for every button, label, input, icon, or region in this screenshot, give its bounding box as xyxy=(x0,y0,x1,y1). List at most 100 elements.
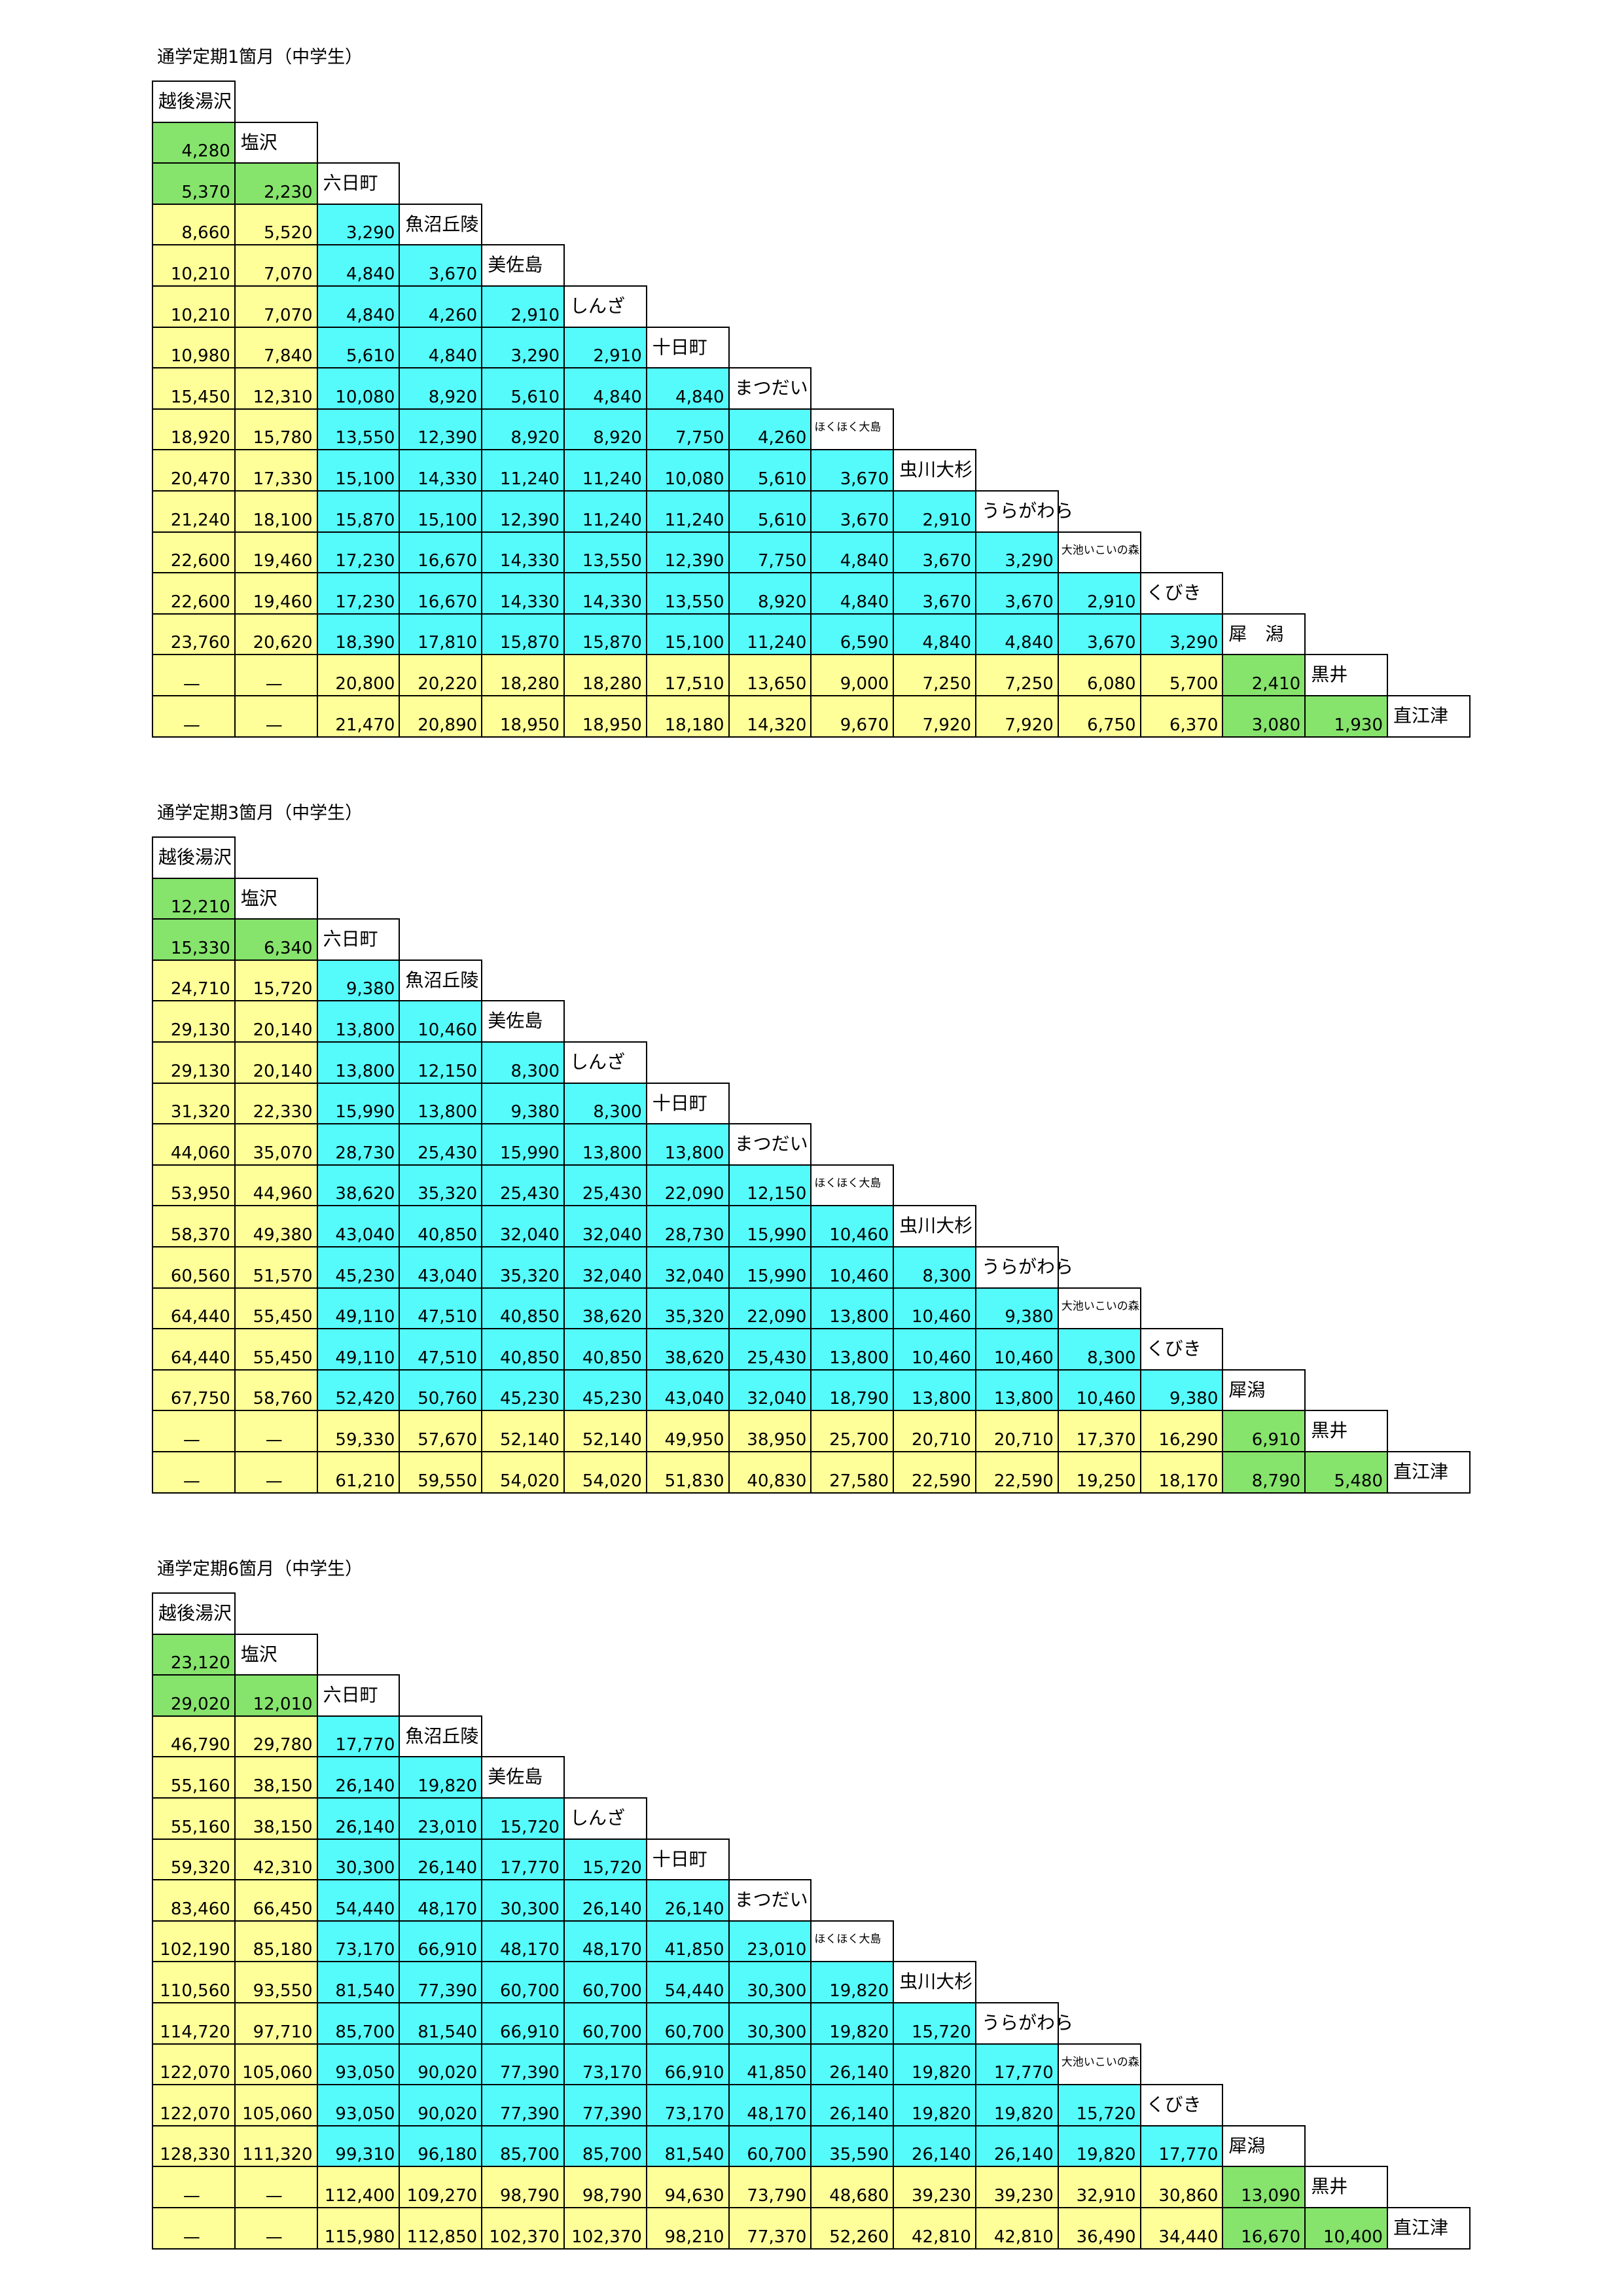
fare-cell: 30,300 xyxy=(316,1838,401,1881)
station-label: しんざ xyxy=(563,1797,647,1840)
fare-cell: 7,750 xyxy=(645,408,730,451)
fare-cell: 35,070 xyxy=(234,1123,318,1166)
fare-cell: 81,540 xyxy=(399,2002,483,2045)
station-label: 直江津 xyxy=(1387,2207,1471,2250)
fare-cell: 15,870 xyxy=(563,613,647,656)
fare-cell: 13,800 xyxy=(893,1369,976,1412)
fare-cell: 6,910 xyxy=(1222,1410,1306,1452)
fare-cell: 73,170 xyxy=(316,1920,401,1963)
fare-cell: 59,550 xyxy=(399,1451,483,1494)
station-label: 犀潟 xyxy=(1222,1369,1306,1412)
fare-cell: 15,100 xyxy=(645,613,730,656)
fare-cell: 23,010 xyxy=(399,1797,483,1840)
fare-cell: 51,570 xyxy=(234,1246,318,1289)
fare-cell: 17,770 xyxy=(481,1838,565,1881)
fare-cell: 10,460 xyxy=(975,1328,1059,1371)
fare-cell: 15,720 xyxy=(893,2002,976,2045)
fare-cell: 60,560 xyxy=(152,1246,236,1289)
fare-cell: 38,620 xyxy=(316,1164,401,1207)
fare-cell: 46,790 xyxy=(152,1715,236,1758)
fare-cell: 2,410 xyxy=(1222,654,1306,696)
fare-cell: 36,490 xyxy=(1057,2207,1141,2250)
fare-cell: 13,090 xyxy=(1222,2166,1306,2208)
station-label: 十日町 xyxy=(645,1082,730,1125)
fare-cell: 15,330 xyxy=(152,918,236,961)
fare-cell: 15,780 xyxy=(234,408,318,451)
station-label: 越後湯沢 xyxy=(152,1592,236,1635)
fare-cell: 12,150 xyxy=(728,1164,812,1207)
fare-cell: 7,920 xyxy=(975,695,1059,738)
station-label: 六日町 xyxy=(316,918,401,961)
fare-cell: 18,390 xyxy=(316,613,401,656)
station-label: 虫川大杉 xyxy=(893,1205,976,1247)
fare-cell: 8,300 xyxy=(893,1246,976,1289)
station-label: ほくほく大島 xyxy=(810,1920,895,1963)
fare-cell: 57,670 xyxy=(399,1410,483,1452)
fare-cell: 112,850 xyxy=(399,2207,483,2250)
fare-cell: 13,800 xyxy=(975,1369,1059,1412)
fare-cell: 11,240 xyxy=(645,490,730,533)
fare-cell: 32,040 xyxy=(728,1369,812,1412)
fare-cell: 102,370 xyxy=(563,2207,647,2250)
fare-cell: 39,230 xyxy=(975,2166,1059,2208)
fare-cell: 73,170 xyxy=(563,2043,647,2086)
fare-cell: 38,150 xyxy=(234,1756,318,1799)
fare-cell: 8,920 xyxy=(728,572,812,615)
fare-cell: 17,770 xyxy=(975,2043,1059,2086)
fare-cell: 64,440 xyxy=(152,1328,236,1371)
fare-cell: 85,180 xyxy=(234,1920,318,1963)
fare-cell: 49,380 xyxy=(234,1205,318,1247)
fare-cell: 48,170 xyxy=(481,1920,565,1963)
fare-cell: 23,760 xyxy=(152,613,236,656)
fare-cell: 48,170 xyxy=(563,1920,647,1963)
station-label: うらがわら xyxy=(975,2002,1073,2045)
fare-cell: 49,950 xyxy=(645,1410,730,1452)
fare-cell: 42,810 xyxy=(893,2207,976,2250)
fare-cell: 7,250 xyxy=(975,654,1059,696)
fare-cell: 10,460 xyxy=(893,1328,976,1371)
fare-cell: 54,020 xyxy=(563,1451,647,1494)
fare-cell: 85,700 xyxy=(481,2125,565,2168)
fare-cell: 13,550 xyxy=(645,572,730,615)
fare-cell: 41,850 xyxy=(728,2043,812,2086)
station-label: 越後湯沢 xyxy=(152,836,236,879)
fare-cell: 11,240 xyxy=(481,449,565,492)
fare-cell: 26,140 xyxy=(810,2084,895,2126)
fare-cell: 15,450 xyxy=(152,367,236,410)
fare-cell: 8,920 xyxy=(563,408,647,451)
fare-cell: 8,790 xyxy=(1222,1451,1306,1494)
fare-cell: 93,050 xyxy=(316,2084,401,2126)
fare-cell: 48,170 xyxy=(399,1879,483,1922)
fare-cell: 2,910 xyxy=(1057,572,1141,615)
fare-cell: 18,950 xyxy=(481,695,565,738)
fare-cell: 23,010 xyxy=(728,1920,812,1963)
fare-cell: 58,760 xyxy=(234,1369,318,1412)
fare-cell: 5,610 xyxy=(728,490,812,533)
fare-cell: — xyxy=(152,695,236,738)
fare-cell: 55,450 xyxy=(234,1287,318,1330)
fare-cell: 9,380 xyxy=(1139,1369,1224,1412)
fare-cell: 7,840 xyxy=(234,326,318,369)
fare-cell: 54,440 xyxy=(316,1879,401,1922)
fare-cell: 59,320 xyxy=(152,1838,236,1881)
fare-cell: 22,600 xyxy=(152,531,236,574)
fare-cell: 42,810 xyxy=(975,2207,1059,2250)
fare-cell: 85,700 xyxy=(563,2125,647,2168)
station-label: くびき xyxy=(1139,572,1224,615)
fare-cell: 17,770 xyxy=(1139,2125,1224,2168)
fare-cell: 3,670 xyxy=(810,490,895,533)
fare-cell: 14,330 xyxy=(399,449,483,492)
fare-cell: 15,990 xyxy=(316,1082,401,1125)
fare-cell: 2,910 xyxy=(481,285,565,328)
fare-cell: 47,510 xyxy=(399,1287,483,1330)
fare-cell: 66,910 xyxy=(645,2043,730,2086)
fare-cell: 26,140 xyxy=(316,1797,401,1840)
fare-cell: 47,510 xyxy=(399,1328,483,1371)
fare-cell: 8,300 xyxy=(481,1041,565,1084)
station-label: ほくほく大島 xyxy=(810,408,895,451)
fare-cell: 18,280 xyxy=(481,654,565,696)
fare-cell: 15,720 xyxy=(234,959,318,1002)
station-label: 塩沢 xyxy=(234,877,318,920)
fare-cell: 40,850 xyxy=(563,1328,647,1371)
fare-cell: 30,860 xyxy=(1139,2166,1224,2208)
